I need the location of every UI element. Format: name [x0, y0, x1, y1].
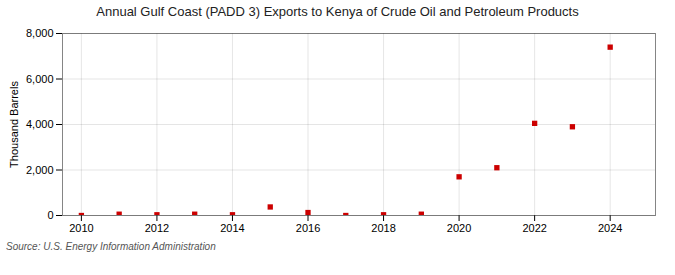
svg-text:8,000: 8,000: [26, 27, 54, 39]
svg-text:2016: 2016: [296, 222, 320, 234]
svg-text:2012: 2012: [145, 222, 169, 234]
svg-text:4,000: 4,000: [26, 118, 54, 130]
html-text:Annual Gulf Coast (PADD 3) Exp: Annual Gulf Coast (PADD 3) Exports to Ke…: [96, 4, 579, 19]
svg-text:2020: 2020: [447, 222, 471, 234]
svg-text:2010: 2010: [69, 222, 93, 234]
svg-text:Thousand Barrels: Thousand Barrels: [8, 81, 20, 168]
svg-text:6,000: 6,000: [26, 73, 54, 85]
svg-text:2018: 2018: [371, 222, 395, 234]
html-text:Source: U.S. Energy Informatio: Source: U.S. Energy Information Administ…: [6, 241, 216, 252]
svg-text:2014: 2014: [220, 222, 244, 234]
svg-text:2022: 2022: [522, 222, 546, 234]
svg-text:2024: 2024: [598, 222, 622, 234]
svg-text:2,000: 2,000: [26, 164, 54, 176]
svg-text:0: 0: [47, 209, 53, 221]
